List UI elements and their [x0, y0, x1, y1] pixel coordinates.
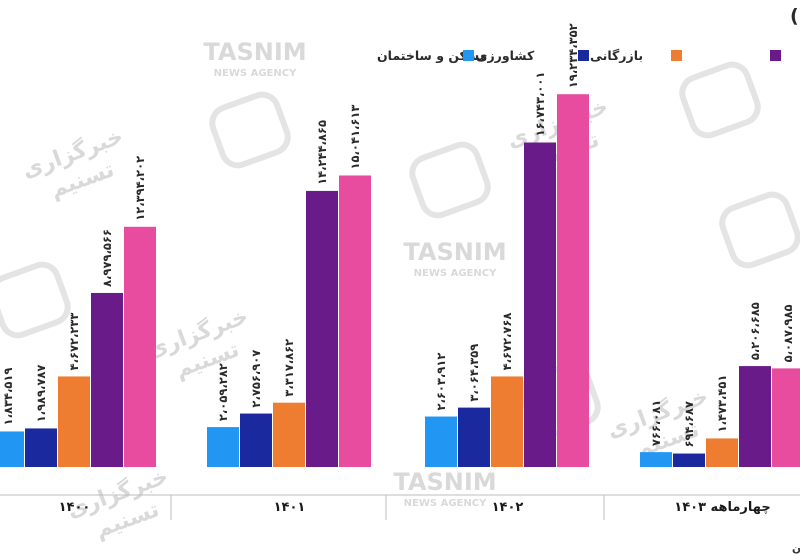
watermark-logo-icon [409, 141, 491, 219]
watermark-agency: NEWS AGENCY [404, 498, 487, 509]
bar [124, 226, 156, 467]
bar [673, 453, 705, 467]
data-label: ۱۵،۰۴۱،۶۱۳ [348, 105, 362, 170]
legend-swatch [770, 50, 781, 61]
data-label: ۵،۲۰۶،۶۸۵ [748, 302, 762, 360]
footer: وری اسلامی ایران [792, 543, 800, 555]
data-label: ۱۴،۲۴۴،۸۶۵ [315, 120, 329, 185]
data-label: ۱۶،۷۴۳،۰۰۱ [533, 72, 547, 137]
chart-title: عملکرد تسهیلات پرداختی بانک‌ها به تفکیک … [790, 5, 800, 27]
bar [640, 452, 672, 467]
bar [458, 407, 490, 467]
category-label: چهارماهه ۱۴۰۳ [674, 500, 770, 515]
watermark-logo-icon [0, 261, 71, 339]
data-label: ۱،۸۳۴،۵۱۹ [1, 368, 15, 426]
bar [491, 376, 523, 467]
category-labels: ۱۴۰۰ ۱۴۰۱ ۱۴۰۲ چهارماهه ۱۴۰۳ [59, 495, 771, 520]
data-label: ۲،۶۰۳،۹۱۲ [434, 353, 448, 411]
legend-label: بازرگانی [590, 48, 643, 63]
watermark-logo-icon [209, 91, 291, 169]
legend-swatch [671, 50, 682, 61]
bar [240, 413, 272, 467]
category-label: ۱۴۰۰ [59, 500, 91, 515]
bar [58, 376, 90, 467]
bar [524, 142, 556, 467]
data-label: ۱،۹۸۹،۷۸۷ [34, 365, 48, 423]
data-label: ۴،۶۷۲،۷۶۸ [500, 313, 514, 371]
data-label: ۷۶۶،۰۸۱ [649, 400, 663, 446]
bar [25, 428, 57, 467]
watermark-logo-icon [679, 61, 761, 139]
bar [273, 402, 305, 467]
watermark-brand: TASNIM [203, 38, 306, 66]
data-label: ۱،۴۷۳،۴۵۱ [715, 375, 729, 433]
legend: ر معدنبازرگانیکشاورزیمسکن و ساختمان [377, 48, 781, 63]
bar [425, 416, 457, 467]
watermark-agency: NEWS AGENCY [414, 268, 497, 279]
data-label: ۱۹،۲۳۴،۳۵۲ [566, 23, 580, 88]
bar [306, 190, 338, 467]
data-label: ۲،۷۵۶،۹۰۷ [249, 350, 263, 408]
footer-text: وری اسلامی ایران [792, 543, 800, 555]
data-label: ۲،۰۵۹،۲۸۲ [216, 363, 230, 421]
data-label: ۶۹۴،۶۸۷ [682, 401, 696, 447]
bars: ۱،۸۳۴،۵۱۹ ۱،۹۸۹،۷۸۷ ۴،۶۷۲،۲۳۳ ۸،۹۷۹،۵۶۶ ۱۲،۳… [0, 23, 800, 467]
bar [0, 431, 24, 467]
category-label: ۱۴۰۲ [492, 500, 524, 515]
bar [91, 292, 123, 467]
bar [339, 175, 371, 467]
data-label: ۳،۰۶۴،۳۵۹ [467, 344, 481, 402]
bar [207, 427, 239, 467]
bar [739, 366, 771, 467]
data-label: ۳،۳۱۷،۸۶۲ [282, 339, 296, 397]
data-label: ۱۲،۳۹۴،۲۰۲ [133, 156, 147, 221]
watermark-agency: NEWS AGENCY [214, 68, 297, 79]
data-label: ۸،۹۷۹،۵۶۶ [100, 229, 114, 287]
data-label: ۵،۰۸۷،۹۸۵ [781, 305, 795, 363]
legend-label: مسکن و ساختمان [377, 48, 487, 63]
category-label: ۱۴۰۱ [274, 500, 306, 515]
watermark-brand: TASNIM [403, 238, 506, 266]
legend-swatch [463, 50, 474, 61]
data-label: ۴،۶۷۲،۲۳۳ [67, 313, 81, 371]
legend-label: کشاورزی [476, 48, 535, 63]
bar [557, 94, 589, 467]
legend-swatch [578, 50, 589, 61]
watermark-brand: TASNIM [393, 468, 496, 496]
watermark-logo-icon [719, 191, 800, 269]
bar [706, 438, 738, 467]
bar [772, 368, 800, 467]
